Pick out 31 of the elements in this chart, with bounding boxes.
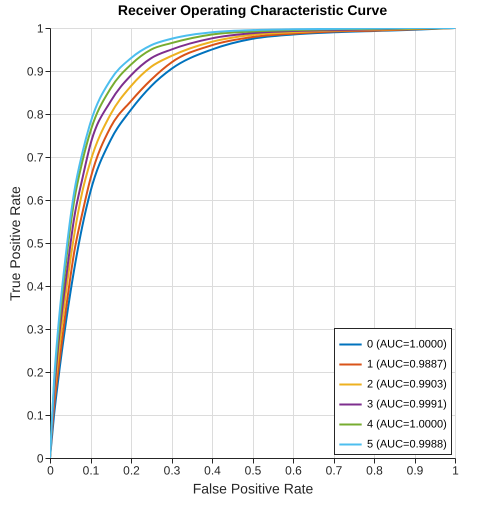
x-tick-label: 0.6 — [285, 464, 302, 478]
x-axis-title: False Positive Rate — [192, 480, 314, 496]
y-tick-label: 0.6 — [26, 194, 44, 208]
y-tick-label: 0.8 — [26, 108, 44, 122]
chart-title: Receiver Operating Characteristic Curve — [118, 2, 388, 18]
x-tick-label: 0.3 — [164, 464, 181, 478]
y-tick-label: 0.1 — [26, 408, 44, 422]
x-tick-label: 0.1 — [82, 464, 100, 478]
x-tick-label: 0.5 — [244, 464, 262, 478]
x-tick-label: 0 — [47, 464, 54, 478]
x-tick-label: 1 — [452, 464, 460, 478]
x-tick-label: 0.7 — [326, 464, 343, 478]
legend-label: 4 (AUC=1.0000) — [367, 418, 447, 430]
x-tick-label: 0.9 — [406, 464, 424, 478]
y-tick-label: 1 — [36, 22, 44, 36]
y-tick-label: 0.5 — [26, 236, 44, 250]
y-axis-title: True Positive Rate — [6, 186, 23, 301]
x-tick-label: 0.8 — [366, 464, 384, 478]
y-tick-label: 0.4 — [26, 280, 44, 294]
x-tick-label: 0.4 — [204, 464, 222, 478]
y-tick-label: 0.7 — [26, 150, 44, 164]
y-tick-label: 0.2 — [26, 366, 44, 380]
legend-label: 0 (AUC=1.0000) — [367, 338, 447, 350]
x-tick-label: 0.2 — [123, 464, 140, 478]
y-tick-label: 0.3 — [26, 322, 44, 336]
legend-label: 5 (AUC=0.9988) — [367, 438, 447, 450]
legend-label: 3 (AUC=0.9991) — [367, 398, 447, 410]
legend-label: 2 (AUC=0.9903) — [367, 378, 447, 390]
y-tick-label: 0.9 — [26, 64, 44, 78]
y-tick-label: 0 — [36, 452, 44, 466]
legend-label: 1 (AUC=0.9887) — [367, 358, 447, 370]
